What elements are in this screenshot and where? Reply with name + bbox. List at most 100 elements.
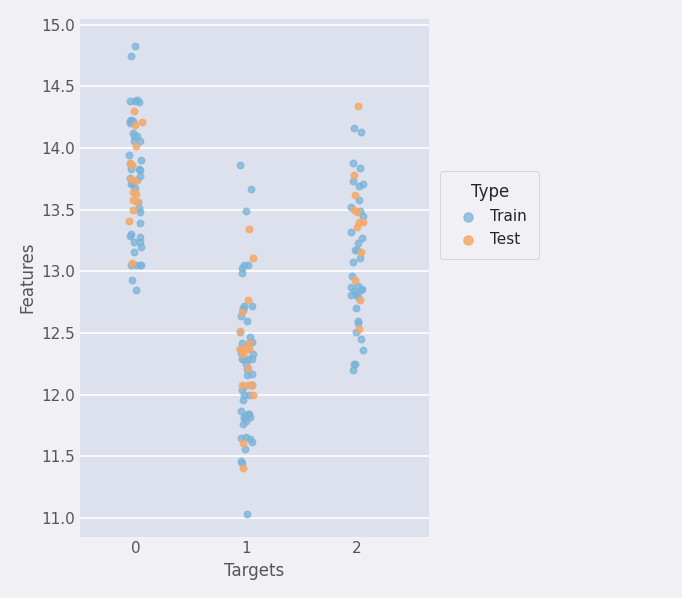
Test [350,190,361,200]
Train [237,458,248,468]
Train [125,115,136,124]
Train [347,257,358,266]
Train [128,129,138,138]
Test [130,120,141,129]
Test [239,344,250,354]
Train [241,316,252,325]
Train [125,261,136,270]
Train [353,195,364,205]
Train [235,344,246,354]
Test [130,189,141,199]
Train [127,178,138,187]
Test [248,253,258,263]
Test [353,101,364,111]
Train [245,412,256,422]
Train [355,163,366,173]
Train [355,253,366,263]
Train [134,204,145,213]
Train [130,285,141,295]
Train [243,344,254,354]
Train [346,203,357,212]
Train [350,246,361,255]
Test [243,225,254,234]
Train [246,301,257,311]
Train [346,271,357,281]
Train [134,261,145,270]
Test [126,174,137,184]
Train [125,230,136,239]
Train [244,338,255,347]
Test [352,208,363,217]
Test [127,258,138,267]
Train [247,380,258,390]
Test [130,176,141,186]
Train [345,227,356,237]
Train [241,432,252,441]
Train [240,416,251,425]
Train [242,261,253,270]
Train [358,346,369,355]
Train [136,261,147,270]
Train [353,238,364,248]
Train [349,359,359,369]
Train [125,118,136,128]
Test [357,217,368,227]
Train [129,131,140,141]
Train [134,164,145,174]
Train [246,437,257,446]
Train [241,364,252,374]
Train [349,286,359,296]
Train [125,231,136,240]
Train [243,390,254,399]
Test [128,205,138,215]
Train [126,179,137,188]
Train [136,155,147,165]
Train [246,354,257,364]
Train [353,318,364,328]
Train [236,263,247,273]
Train [243,410,254,419]
Train [134,166,145,175]
Train [241,359,252,369]
Train [235,456,246,466]
Train [124,116,135,126]
Train [134,232,145,242]
Test [132,197,143,207]
Test [242,295,253,304]
Train [235,311,246,321]
Train [130,41,140,50]
Test [349,275,360,285]
Test [237,307,248,317]
Train [349,124,359,133]
X-axis label: Targets: Targets [224,562,284,580]
Train [235,160,246,170]
Train [128,136,139,145]
Test [237,349,248,359]
Test [243,380,254,390]
Train [355,334,366,344]
Train [350,304,361,313]
Train [357,233,368,243]
Train [354,206,365,216]
Train [134,208,145,217]
Test [236,380,247,390]
Train [237,268,248,277]
Test [128,106,139,116]
Train [237,354,248,364]
Train [123,151,134,160]
Train [132,95,143,105]
Train [346,283,357,292]
Legend: Train, Test: Train, Test [440,171,539,259]
Train [353,282,364,291]
Train [236,433,247,443]
Train [238,354,249,364]
Train [135,237,146,246]
Test [124,216,135,225]
Train [239,261,250,270]
Train [236,338,247,347]
Test [238,463,249,472]
Test [128,195,138,205]
Train [239,301,250,311]
Test [237,438,248,448]
Train [135,242,146,252]
